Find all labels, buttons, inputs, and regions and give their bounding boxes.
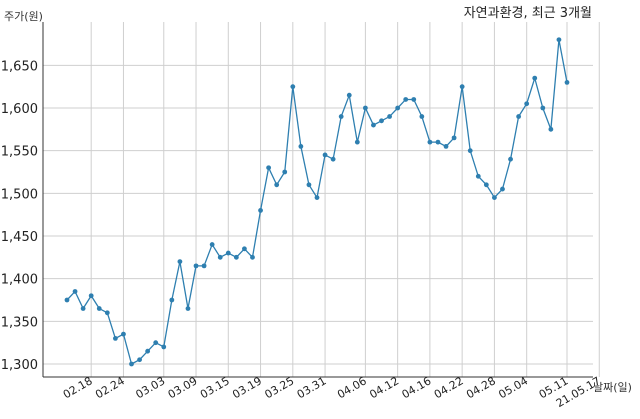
- data-point: [104, 310, 110, 316]
- data-point: [492, 195, 497, 201]
- data-point: [201, 263, 207, 269]
- data-point: [314, 195, 320, 201]
- series-price: [64, 37, 570, 367]
- data-point: [483, 182, 489, 188]
- data-point: [193, 263, 199, 269]
- data-point: [362, 105, 368, 111]
- grid-lines: [43, 22, 600, 377]
- data-point: [185, 306, 191, 311]
- x-tick-label: 03.25: [263, 374, 297, 401]
- y-tick-label: 1,300: [1, 358, 38, 373]
- data-point: [88, 293, 94, 299]
- data-point: [282, 169, 288, 175]
- data-point: [258, 208, 263, 213]
- data-point: [298, 144, 304, 149]
- x-tick-label: 04.06: [335, 374, 369, 401]
- data-point: [371, 122, 376, 128]
- y-tick-label: 1,500: [1, 187, 38, 202]
- data-point: [322, 152, 328, 158]
- data-point: [500, 186, 505, 192]
- data-point: [306, 182, 312, 188]
- data-point: [508, 156, 513, 162]
- x-tick-label: 03.31: [295, 374, 329, 401]
- data-point: [266, 165, 272, 171]
- data-point: [338, 114, 344, 119]
- x-tick-label: 04.22: [432, 374, 466, 401]
- data-point: [72, 289, 78, 294]
- data-point: [137, 357, 142, 363]
- data-point: [540, 105, 546, 111]
- x-tick-label: 04.16: [400, 374, 434, 401]
- y-tick-labels: 1,300 1,350 1,400 1,450 1,500 1,550 1,600 1,650: [1, 59, 38, 373]
- y-tick-label: 1,600: [1, 102, 38, 117]
- data-point: [242, 246, 247, 252]
- x-axis-label: 날짜(일): [593, 380, 632, 394]
- data-point: [475, 173, 481, 179]
- data-point: [419, 114, 425, 119]
- data-point: [250, 254, 255, 260]
- data-point: [169, 297, 175, 303]
- x-tick-label: 03.03: [133, 374, 167, 401]
- data-point: [80, 306, 86, 311]
- x-tick-label: 04.28: [464, 374, 498, 401]
- data-point: [467, 148, 473, 154]
- data-point: [330, 156, 336, 162]
- axes: [42, 22, 593, 378]
- data-point: [217, 254, 223, 260]
- x-tick-label: 03.09: [166, 374, 200, 401]
- data-point: [387, 114, 392, 119]
- x-tick-label: 04.12: [367, 374, 401, 401]
- data-point: [395, 105, 401, 111]
- data-point: [548, 126, 554, 132]
- data-point: [354, 139, 360, 145]
- data-point: [96, 306, 102, 311]
- x-tick-label: 03.19: [230, 374, 264, 401]
- chart-title: 자연과환경, 최근 3개월: [464, 6, 592, 21]
- data-point: [443, 144, 449, 149]
- y-tick-label: 1,650: [1, 59, 38, 74]
- data-point: [225, 250, 231, 256]
- data-point: [427, 139, 433, 145]
- x-tick-label: 02.18: [61, 374, 95, 401]
- data-point: [290, 84, 296, 90]
- y-axis-label: 주가(원): [4, 10, 43, 23]
- data-point: [556, 37, 562, 43]
- y-tick-label: 1,450: [1, 230, 38, 245]
- data-point: [209, 242, 215, 247]
- x-tick-label: 05.04: [496, 374, 530, 401]
- data-point: [524, 101, 530, 107]
- data-point: [403, 97, 409, 102]
- data-point: [129, 361, 134, 367]
- data-point: [516, 114, 522, 119]
- data-point: [564, 80, 570, 85]
- y-tick-label: 1,550: [1, 145, 38, 160]
- data-point: [451, 135, 457, 141]
- data-point: [435, 139, 441, 145]
- data-point: [153, 340, 159, 346]
- data-point: [112, 336, 118, 341]
- data-point: [64, 297, 70, 303]
- x-tick-label: 02.24: [93, 374, 127, 401]
- data-point: [161, 344, 167, 350]
- data-point: [532, 75, 538, 81]
- data-point: [177, 259, 183, 264]
- data-point: [346, 92, 352, 98]
- series-line: [66, 39, 568, 365]
- data-point: [274, 182, 280, 188]
- x-tick-label: 03.15: [198, 374, 232, 401]
- y-tick-label: 1,350: [1, 315, 38, 330]
- data-point: [411, 97, 417, 102]
- y-tick-label: 1,400: [1, 273, 38, 288]
- data-point: [121, 331, 126, 337]
- data-point: [379, 118, 384, 124]
- data-point: [233, 254, 239, 260]
- data-point: [459, 84, 465, 90]
- data-point: [145, 348, 151, 354]
